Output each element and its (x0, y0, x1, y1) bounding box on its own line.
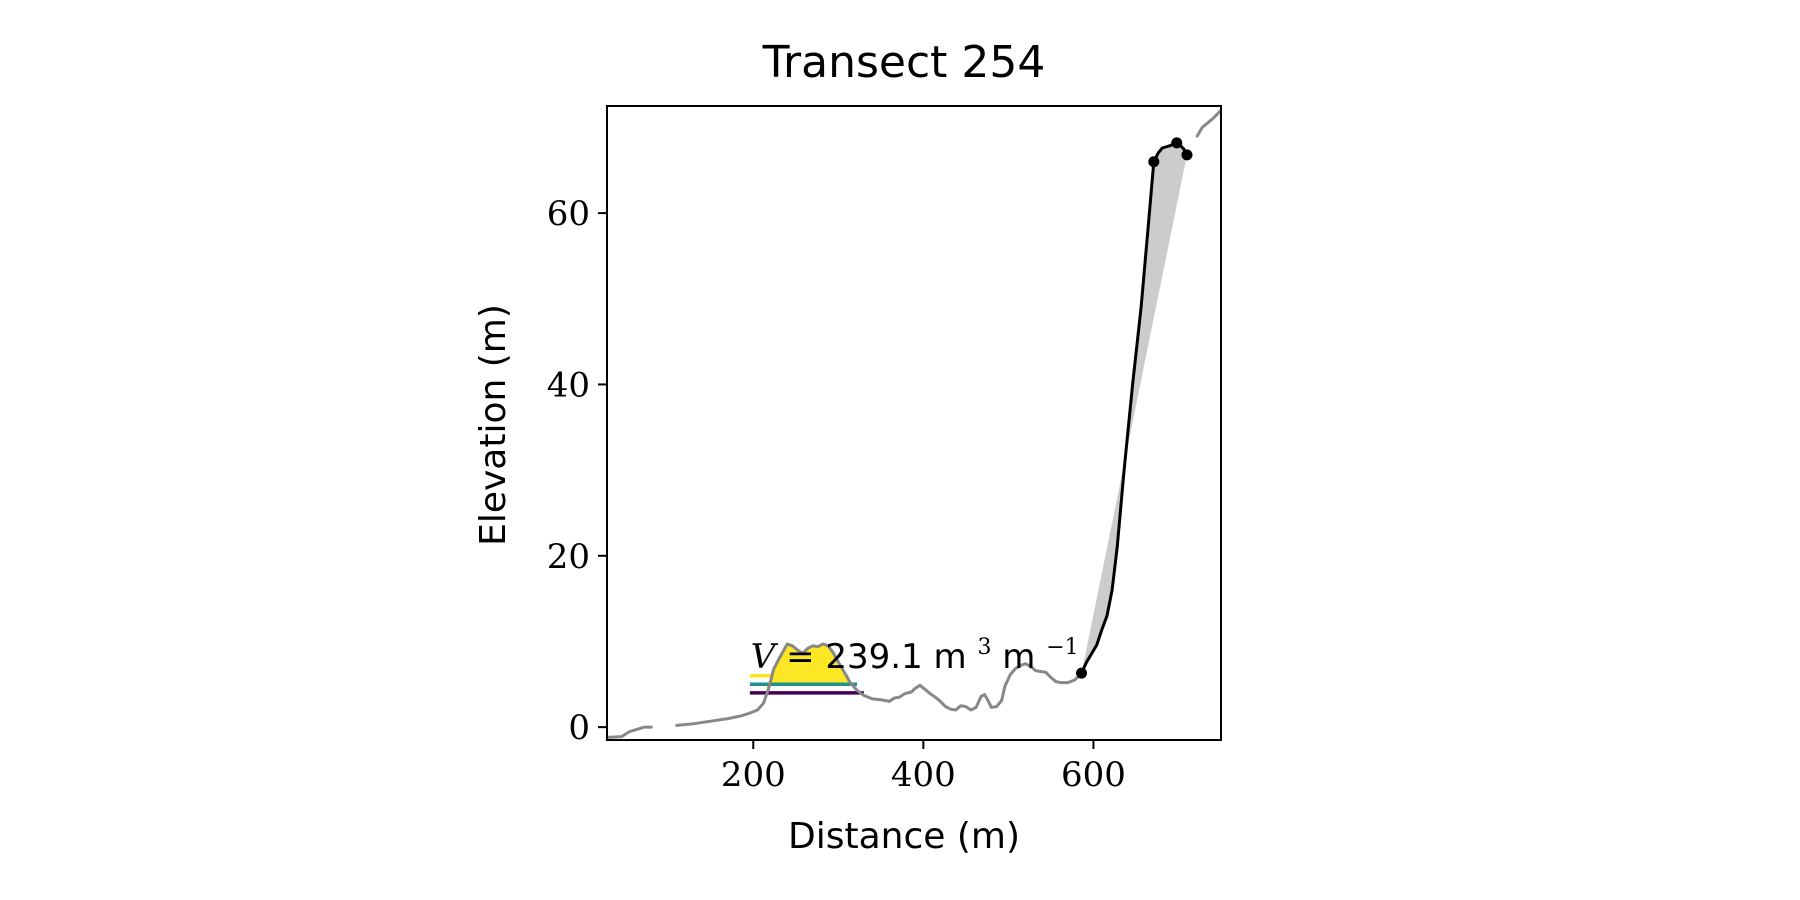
y-tick-label-0: 0 (568, 708, 590, 748)
annotation-value: = 239.1 m (786, 637, 967, 677)
x-tick-label-600: 600 (1061, 755, 1126, 795)
y-tick-label-40: 40 (547, 365, 590, 405)
profile-line-segment-2 (675, 642, 1083, 727)
plot-area (607, 108, 1221, 739)
cliff-wedge-fill (1081, 142, 1187, 674)
axis-ticks: 200 400 600 0 20 40 60 (547, 194, 1126, 795)
annotation-variable: V (751, 637, 779, 677)
x-tick-label-400: 400 (891, 755, 956, 795)
marker-point-3 (1171, 137, 1183, 149)
annotation-superscript-2: −1 (1046, 635, 1078, 660)
marker-point-2 (1148, 156, 1160, 168)
profile-line-segment-3 (1195, 108, 1221, 138)
marker-point-4 (1181, 149, 1193, 161)
profile-line-segment-1 (607, 725, 653, 739)
axes-frame (606, 105, 1222, 741)
marker-point-1 (1076, 667, 1088, 679)
annotation-unit-2: m (1002, 637, 1035, 677)
y-axis-label: Elevation (m) (473, 304, 514, 546)
y-tick-label-60: 60 (547, 194, 590, 234)
annotation-superscript-1: 3 (977, 635, 991, 660)
chart-title: Transect 254 (762, 37, 1046, 88)
volume-annotation: V = 239.1 m 3 m −1 (751, 623, 1079, 677)
y-tick-label-20: 20 (547, 537, 590, 577)
x-tick-label-200: 200 (721, 755, 786, 795)
x-axis-label: Distance (m) (788, 816, 1020, 857)
